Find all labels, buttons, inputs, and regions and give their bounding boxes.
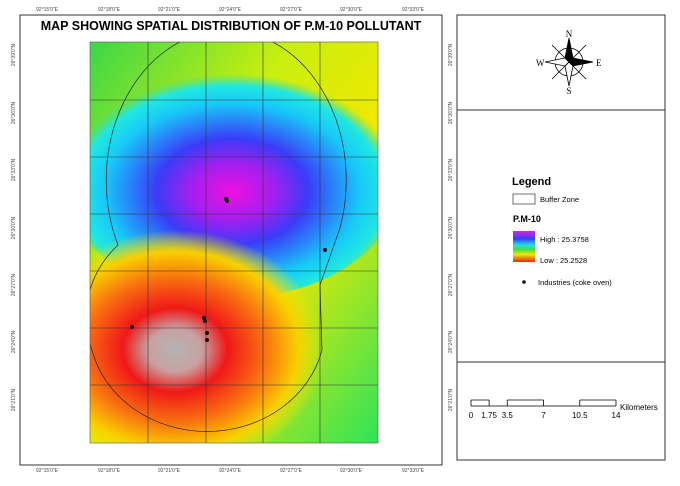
top-coord-label: 92°24'0"E [219,7,242,13]
legend-low: Low : 25.2528 [540,256,587,265]
left-coord-label: 26°21'0"N [11,388,17,411]
scale-unit: Kilometers [620,403,658,412]
bottom-coord-label: 92°33'0"E [402,468,425,474]
right-coord-label: 26°39'0"N [448,43,454,66]
scale-tick-label: 7 [541,411,546,420]
compass-e: E [596,58,602,68]
top-coord-label: 92°27'0"E [280,7,303,13]
legend-high: High : 25.3758 [540,235,589,244]
top-coord-label: 92°15'0"E [36,7,59,13]
right-coord-label: 26°33'0"N [448,158,454,181]
bottom-coord-label: 92°24'0"E [219,468,242,474]
scale-tick-label: 3.5 [502,411,514,420]
right-coord-label: 26°24'0"N [448,330,454,353]
legend-pm-title: P.M-10 [513,214,541,224]
compass [544,37,594,87]
left-coord-label: 26°39'0"N [11,43,17,66]
legend-panel [456,14,666,461]
bottom-coord-label: 92°18'0"E [98,468,121,474]
bottom-coord-label: 92°21'0"E [158,468,181,474]
compass-w: W [536,58,545,68]
right-coord-label: 26°30'0"N [448,216,454,239]
legend-title: Legend [512,176,551,188]
compass-s: S [566,86,571,96]
left-coord-label: 26°27'0"N [11,273,17,296]
top-coord-label: 92°18'0"E [98,7,121,13]
right-coord-label: 26°27'0"N [448,273,454,296]
right-coord-label: 26°21'0"N [448,388,454,411]
top-coord-label: 92°21'0"E [158,7,181,13]
left-coord-label: 26°30'0"N [11,216,17,239]
left-coord-label: 26°36'0"N [11,101,17,124]
industry-symbol [522,280,526,284]
map-title: MAP SHOWING SPATIAL DISTRIBUTION OF P.M-… [41,19,422,33]
scale-tick-label: 10.5 [572,411,588,420]
legend-buffer: Buffer Zone [540,195,579,204]
scale-tick-label: 14 [612,411,621,420]
scale-tick-label: 1.75 [481,411,497,420]
bottom-coord-label: 92°15'0"E [36,468,59,474]
buffer-swatch [512,193,536,205]
legend-industries: Industries (coke oven) [538,278,612,287]
pm-ramp [513,231,535,262]
scale-bar-segments [471,399,616,407]
left-coord-label: 26°24'0"N [11,330,17,353]
scale-tick-label: 0 [469,411,474,420]
bottom-coord-label: 92°27'0"E [280,468,303,474]
scale-bar: 0 1.75 3.5 7 10.5 14 [469,399,621,420]
top-coord-label: 92°33'0"E [402,7,425,13]
right-coord-label: 26°36'0"N [448,101,454,124]
top-coord-label: 92°30'0"E [340,7,363,13]
compass-n: N [566,29,573,39]
left-coord-label: 26°33'0"N [11,158,17,181]
heat-map [90,42,378,443]
bottom-coord-label: 92°30'0"E [340,468,363,474]
